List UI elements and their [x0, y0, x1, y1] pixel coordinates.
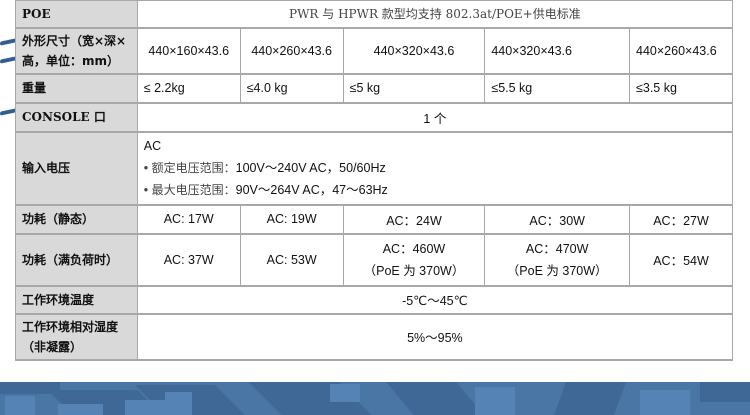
value-console: 1 个 [136, 102, 734, 132]
cell: AC：460W （PoE 为 370W） [342, 233, 486, 286]
rated-label: 额定电压范围： [151, 161, 236, 175]
cell: AC：470W （PoE 为 370W） [484, 233, 631, 286]
cell: AC：24W [342, 204, 486, 234]
decor-streak [0, 38, 16, 46]
cell: ≤4.0 kg [239, 73, 344, 103]
cell: AC：54W [629, 233, 733, 286]
max-value: 90V～264V AC，47～63Hz [235, 183, 388, 197]
value-input: AC • 额定电压范围：100V～240V AC，50/60Hz • 最大电压范… [136, 131, 734, 205]
row-poe: POE PWR 与 HPWR 款型均支持 802.3at/POE+供电标准 [15, 0, 734, 28]
cell: ≤5 kg [342, 73, 486, 103]
label-temp: 工作环境温度 [15, 285, 138, 314]
row-static-power: 功耗（静态） AC: 17W AC: 19W AC：24W AC：30W AC：… [15, 204, 733, 234]
spec-table: POE PWR 与 HPWR 款型均支持 802.3at/POE+供电标准 外形… [15, 0, 734, 361]
cell: ≤5.5 kg [484, 73, 631, 103]
row-humidity: 工作环境相对湿度（非凝露） 5%～95% [15, 313, 734, 360]
input-ac: AC [143, 139, 162, 153]
cell: AC: 37W [136, 233, 241, 286]
decor-streak [0, 56, 16, 64]
cell: AC: 53W [239, 233, 344, 286]
label-static: 功耗（静态） [15, 204, 138, 234]
row-full-power: 功耗（满负荷时） AC: 37W AC: 53W AC：460W （PoE 为 3… [15, 233, 733, 286]
label-input: 输入电压 [15, 131, 138, 205]
cell: AC：27W [629, 204, 733, 234]
cell: ≤3.5 kg [629, 73, 733, 103]
cell: AC: 17W [136, 204, 241, 234]
cell: ≤ 2.2kg [136, 73, 241, 103]
cell: 440×260×43.6 [629, 27, 733, 74]
cell-value: AC：460W [382, 241, 446, 256]
row-input: 输入电压 AC • 额定电压范围：100V～240V AC，50/60Hz • … [15, 131, 734, 205]
row-temp: 工作环境温度 -5℃～45℃ [15, 285, 734, 314]
cell: 440×260×43.6 [239, 27, 344, 74]
cell-value: AC：470W [525, 241, 589, 256]
value-temp: -5℃～45℃ [136, 285, 734, 314]
max-label: 最大电压范围： [151, 183, 236, 197]
label-dims: 外形尺寸（宽×深×高，单位：mm） [15, 27, 138, 74]
label-console: CONSOLE 口 [15, 102, 138, 132]
row-weight: 重量 ≤ 2.2kg ≤4.0 kg ≤5 kg ≤5.5 kg ≤3.5 kg [15, 73, 733, 103]
cell: 440×320×43.6 [484, 27, 631, 74]
decor-streak [0, 108, 16, 116]
label-poe: POE [15, 0, 138, 28]
bullet: • [143, 183, 149, 197]
label-weight: 重量 [15, 73, 138, 103]
cell: AC：30W [484, 204, 631, 234]
value-poe: PWR 与 HPWR 款型均支持 802.3at/POE+供电标准 [136, 0, 734, 28]
cell: AC: 19W [239, 204, 344, 234]
cell: 440×320×43.6 [342, 27, 486, 74]
label-humidity: 工作环境相对湿度（非凝露） [15, 313, 138, 360]
bullet: • [143, 161, 149, 175]
cell-note: （PoE 为 370W） [363, 263, 465, 278]
rated-value: 100V～240V AC，50/60Hz [235, 161, 386, 175]
label-full: 功耗（满负荷时） [15, 233, 138, 286]
cell-note: （PoE 为 370W） [506, 263, 608, 278]
row-dims: 外形尺寸（宽×深×高，单位：mm） 440×160×43.6 440×260×4… [15, 27, 733, 74]
input-max: • 最大电压范围：90V～264V AC，47～63Hz [144, 179, 726, 201]
row-console: CONSOLE 口 1 个 [15, 102, 734, 132]
value-humidity: 5%～95% [136, 313, 734, 360]
cell: 440×160×43.6 [136, 27, 241, 74]
decorative-banner [0, 382, 750, 415]
input-rated: • 额定电压范围：100V～240V AC，50/60Hz [144, 157, 726, 179]
